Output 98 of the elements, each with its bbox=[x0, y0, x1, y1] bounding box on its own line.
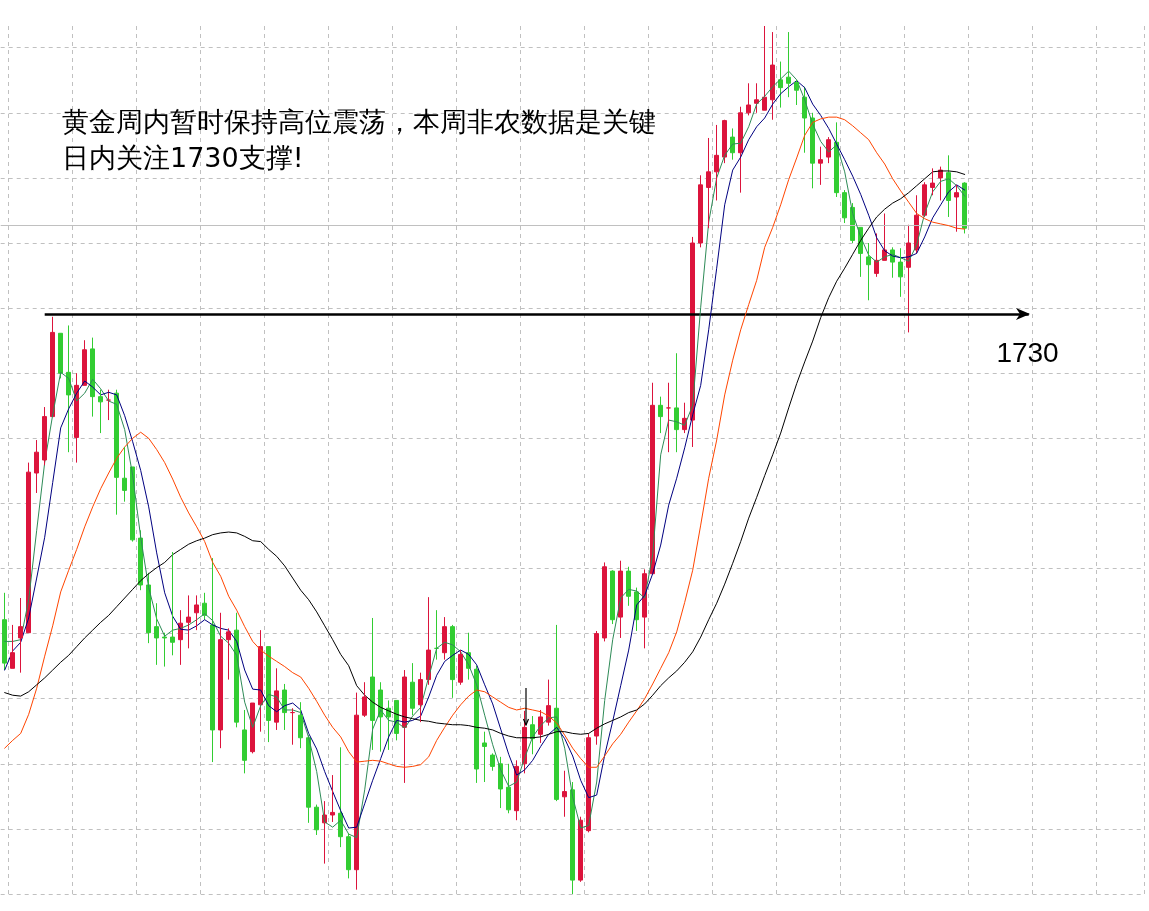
candlestick bbox=[474, 665, 479, 784]
candlestick bbox=[170, 551, 175, 656]
candlestick bbox=[746, 82, 751, 116]
candlestick bbox=[450, 624, 455, 699]
candlestick bbox=[778, 61, 783, 109]
candlestick bbox=[442, 616, 447, 661]
candlestick bbox=[186, 594, 191, 649]
candlestick bbox=[42, 406, 47, 466]
candlestick bbox=[306, 734, 311, 824]
candlestick bbox=[642, 568, 647, 649]
annotation: 1730 bbox=[996, 336, 1059, 368]
candlestick bbox=[794, 79, 799, 106]
candlestick bbox=[738, 106, 743, 194]
candlestick bbox=[314, 804, 319, 836]
candlestick bbox=[66, 324, 71, 453]
candlestick bbox=[866, 242, 871, 301]
candlestick bbox=[690, 236, 695, 448]
candlestick bbox=[674, 352, 679, 453]
candlestick bbox=[90, 337, 95, 418]
candlestick bbox=[250, 702, 255, 754]
candlestick bbox=[410, 662, 415, 716]
candlestick bbox=[722, 119, 727, 164]
candlestick bbox=[650, 382, 655, 575]
candlestick bbox=[698, 174, 703, 248]
candlestick bbox=[762, 25, 767, 111]
candlestick bbox=[770, 31, 775, 121]
candlestick bbox=[666, 382, 671, 453]
candlestick bbox=[354, 692, 359, 891]
candlestick bbox=[242, 709, 247, 774]
candlestick bbox=[554, 624, 559, 802]
candlestick bbox=[578, 816, 583, 883]
candlestick bbox=[482, 731, 487, 783]
candlestick bbox=[370, 617, 375, 751]
candlestick bbox=[298, 701, 303, 749]
candlestick bbox=[818, 146, 823, 186]
candlestick bbox=[426, 596, 431, 686]
candlestick bbox=[730, 127, 735, 161]
candlestick bbox=[154, 602, 159, 666]
candlestick bbox=[362, 681, 367, 718]
candlestick bbox=[58, 332, 63, 379]
candlestick bbox=[570, 781, 575, 895]
candlestick bbox=[434, 609, 439, 661]
candlestick bbox=[458, 649, 463, 686]
candlestick bbox=[898, 247, 903, 298]
candlestick bbox=[490, 752, 495, 772]
candlestick bbox=[10, 624, 15, 669]
candlestick bbox=[194, 594, 199, 631]
candlestick bbox=[418, 672, 423, 723]
candlestick bbox=[594, 630, 599, 746]
candlestick bbox=[874, 232, 879, 278]
candlestick bbox=[18, 597, 23, 674]
candlestick bbox=[626, 566, 631, 607]
candlestick bbox=[258, 629, 263, 733]
annotation: 黄金周内暂时保持高位震荡，本周非农数据是关键 bbox=[62, 106, 656, 137]
candlestick bbox=[834, 121, 839, 198]
candlestick bbox=[962, 181, 967, 234]
candlestick bbox=[954, 184, 959, 233]
candlestick bbox=[330, 774, 335, 823]
candlestick bbox=[26, 462, 31, 634]
annotation: 日内关注1730支撑! bbox=[62, 142, 304, 173]
candlestick bbox=[2, 592, 7, 671]
candlestick bbox=[162, 632, 167, 668]
candlestick bbox=[338, 746, 343, 848]
candlestick bbox=[226, 627, 231, 681]
candlestick bbox=[618, 560, 623, 639]
candlestick bbox=[178, 609, 183, 666]
candlestick bbox=[706, 137, 711, 229]
candlestick bbox=[122, 446, 127, 503]
candlestick bbox=[906, 224, 911, 333]
candlestick bbox=[210, 557, 215, 763]
candlestick bbox=[98, 389, 103, 434]
candlestick bbox=[658, 396, 663, 434]
candlestick bbox=[922, 181, 927, 218]
candlestick bbox=[842, 189, 847, 224]
candlestick bbox=[610, 569, 615, 625]
candlestick bbox=[538, 709, 543, 744]
candlestick bbox=[562, 770, 567, 818]
candlestick bbox=[274, 667, 279, 731]
candlestick bbox=[82, 339, 87, 386]
candlestick bbox=[34, 439, 39, 494]
candlestick bbox=[74, 372, 79, 464]
candlestick bbox=[602, 561, 607, 642]
candlestick bbox=[346, 832, 351, 879]
candlestick bbox=[218, 612, 223, 749]
candlestick bbox=[106, 389, 111, 421]
candlestick bbox=[266, 646, 271, 743]
candlestick bbox=[402, 669, 407, 784]
candlestick bbox=[826, 136, 831, 164]
candlestick bbox=[786, 31, 791, 98]
candlestick bbox=[290, 707, 295, 746]
candlestick bbox=[506, 763, 511, 814]
candlestick bbox=[714, 124, 719, 201]
candlestick bbox=[386, 699, 391, 751]
candlestick bbox=[50, 316, 55, 418]
candlestick bbox=[586, 732, 591, 833]
candlestick bbox=[754, 82, 759, 114]
candlestick bbox=[930, 167, 935, 196]
candlestick bbox=[146, 572, 151, 644]
